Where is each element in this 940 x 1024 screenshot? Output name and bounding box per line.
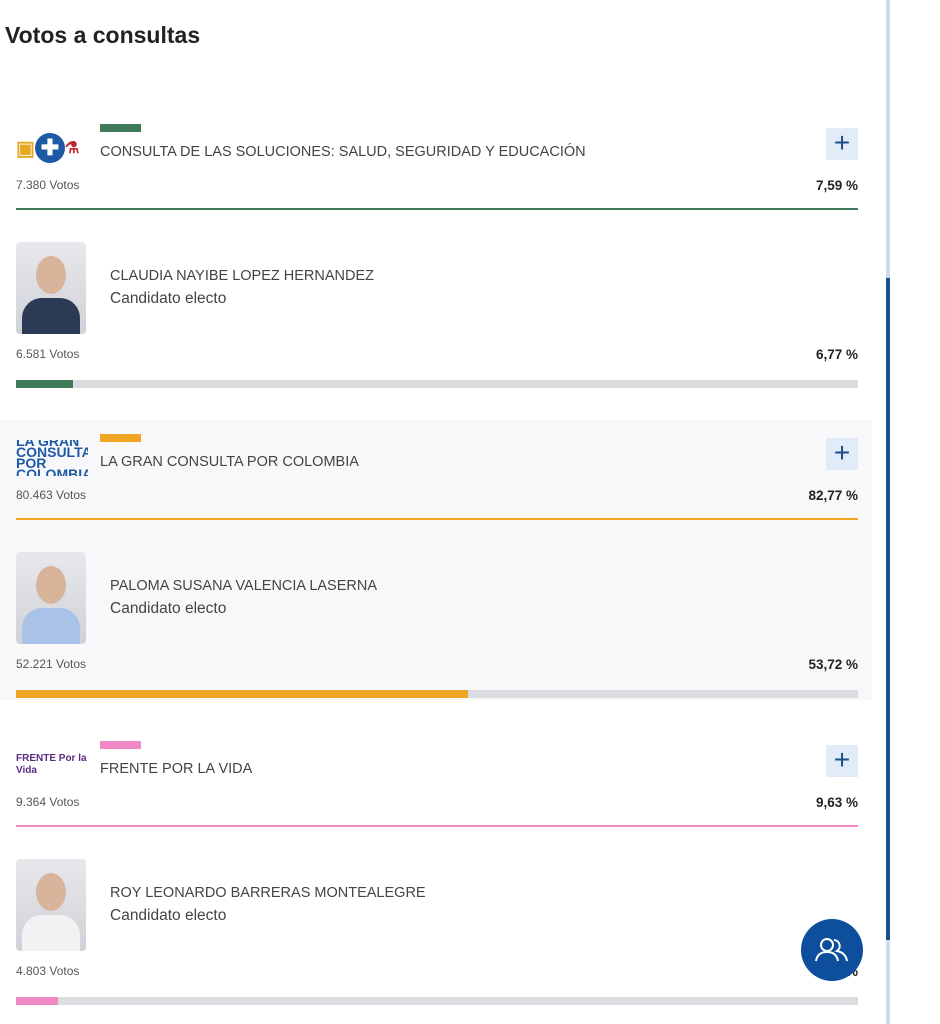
candidate-photo [16,859,86,951]
divider [16,518,858,520]
candidate-name: ROY LEONARDO BARRERAS MONTEALEGRE [110,885,426,901]
consulta-percentage: 9,63 % [815,795,858,810]
candidate-votes: 6.581 Votos [16,347,80,361]
candidate-name: PALOMA SUSANA VALENCIA LASERNA [110,578,378,594]
color-tag [100,741,141,749]
progress-fill [16,380,73,388]
scrollbar-thumb[interactable] [886,278,890,940]
progress-fill [16,690,469,698]
candidate-status: Candidato electo [110,907,227,924]
candidate-status: Candidato electo [110,600,227,617]
expand-button[interactable]: + [826,128,858,160]
consulta-header: LA GRAN CONSULTA POR COLOMBIA LA GRAN CO… [0,420,872,520]
progress-bar [16,380,858,388]
frente-por-la-vida: FRENTE Por la Vida [16,753,87,776]
consulta-votes: 7.380 Votos [16,178,80,192]
consulta-section: FRENTE Por la Vida FRENTE POR LA VIDA + … [0,727,872,1007]
expand-button[interactable]: + [826,438,858,470]
candidate-card: CLAUDIA NAYIBE LOPEZ HERNANDEZ Candidato… [0,210,872,390]
color-tag [100,434,141,442]
la-gran-consulta-por-colombia: LA GRAN CONSULTA POR COLOMBIA [16,440,88,476]
candidate-card: ROY LEONARDO BARRERAS MONTEALEGRE Candid… [0,827,872,1007]
divider [16,825,858,827]
color-tag [100,124,141,132]
page-title: Votos a consultas [5,22,201,48]
users-button[interactable] [801,919,863,981]
consulta-votes: 9.364 Votos [16,795,80,809]
consulta-header: FRENTE Por la Vida FRENTE POR LA VIDA + … [0,727,872,827]
candidate-percentage: 53,72 % [808,657,858,672]
consulta-name: FRENTE POR LA VIDA [100,761,253,777]
progress-fill [16,997,58,1005]
progress-bar [16,690,858,698]
candidate-votes: 4.803 Votos [16,964,80,978]
candidate-card: PALOMA SUSANA VALENCIA LASERNA Candidato… [0,520,872,700]
candidate-status: Candidato electo [110,290,227,307]
soluciones-logo: ▣ ✚ ⚗ [16,130,88,166]
progress-bar [16,997,858,1005]
consulta-name: LA GRAN CONSULTA POR COLOMBIA [100,454,359,470]
consulta-section: LA GRAN CONSULTA POR COLOMBIA LA GRAN CO… [0,420,872,700]
candidate-name: CLAUDIA NAYIBE LOPEZ HERNANDEZ [110,268,375,284]
candidate-votes: 52.221 Votos [16,657,87,671]
consulta-votes: 80.463 Votos [16,488,87,502]
divider [16,208,858,210]
candidate-photo [16,242,86,334]
expand-button[interactable]: + [826,745,858,777]
consulta-percentage: 82,77 % [808,488,858,503]
consulta-section: ▣ ✚ ⚗ CONSULTA DE LAS SOLUCIONES: SALUD, S… [0,110,872,390]
candidate-percentage: 6,77 % [815,347,858,362]
consulta-header: ▣ ✚ ⚗ CONSULTA DE LAS SOLUCIONES: SALUD, S… [0,110,872,210]
users-icon [815,938,848,962]
consulta-percentage: 7,59 % [815,178,858,193]
consulta-name: CONSULTA DE LAS SOLUCIONES: SALUD, SEGUR… [100,144,586,160]
candidate-photo [16,552,86,644]
